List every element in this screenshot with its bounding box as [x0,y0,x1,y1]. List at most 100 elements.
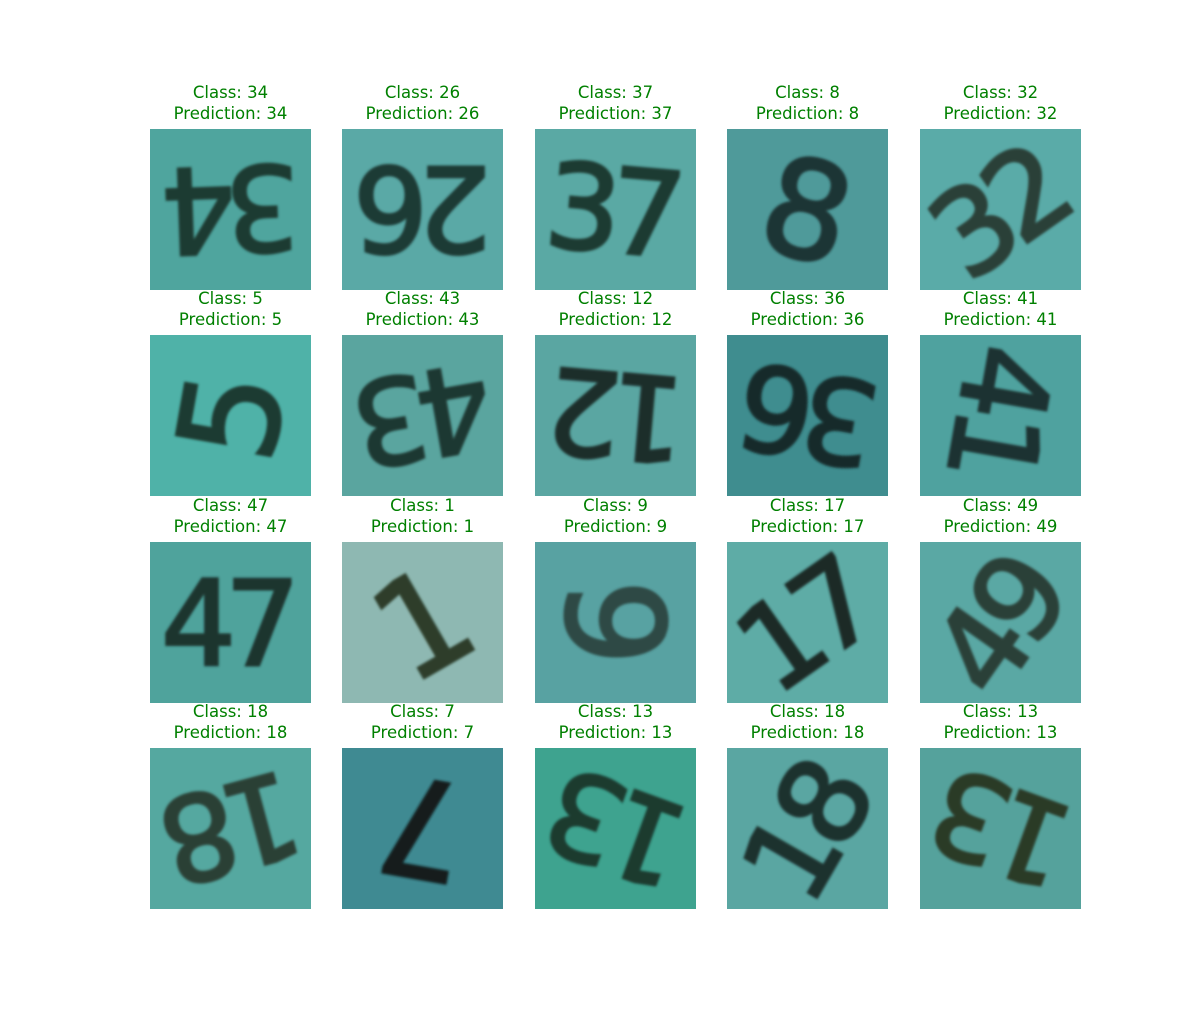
sample-cell: Class: 34 Prediction: 34 3 3 4 4 [150,82,311,290]
sample-title: Class: 36 Prediction: 36 [697,288,918,330]
prediction-label: Prediction: 5 [178,310,283,329]
sample-cell: Class: 18 Prediction: 18 1 1 8 8 [150,701,311,909]
sample-title: Class: 37 Prediction: 37 [505,82,726,124]
prediction-label: Prediction: 18 [173,723,288,742]
sample-title: Class: 34 Prediction: 34 [120,82,341,124]
class-label: Class: 37 [577,83,654,102]
class-label: Class: 49 [962,496,1039,515]
prediction-label: Prediction: 32 [943,104,1058,123]
sample-title: Class: 9 Prediction: 9 [505,495,726,537]
sample-title: Class: 41 Prediction: 41 [890,288,1111,330]
digit-glyph: 9 [535,580,692,666]
sample-cell: Class: 37 Prediction: 37 3 3 7 7 [535,82,696,290]
class-label: Class: 7 [390,702,455,721]
sample-title: Class: 18 Prediction: 18 [120,701,341,743]
sample-title: Class: 13 Prediction: 13 [505,701,726,743]
digit-glyph-fill: 4 [159,139,239,280]
sample-title: Class: 8 Prediction: 8 [697,82,918,124]
digit-glyph-fill: 1 [604,345,691,489]
sample-title: Class: 13 Prediction: 13 [890,701,1111,743]
sample-title: Class: 32 Prediction: 32 [890,82,1111,124]
sample-title: Class: 47 Prediction: 47 [120,495,341,537]
class-label: Class: 36 [769,289,846,308]
prediction-label: Prediction: 13 [558,723,673,742]
sample-title: Class: 5 Prediction: 5 [120,288,341,330]
prediction-label: Prediction: 37 [558,104,673,123]
prediction-label: Prediction: 9 [563,517,668,536]
sample-title: Class: 49 Prediction: 49 [890,495,1111,537]
digit-glyph: 2 [540,339,627,483]
class-label: Class: 47 [192,496,269,515]
prediction-label: Prediction: 26 [365,104,480,123]
digit-glyph-fill: 3 [223,137,303,278]
prediction-label: Prediction: 18 [750,723,865,742]
class-label: Class: 43 [384,289,461,308]
prediction-label: Prediction: 8 [755,104,860,123]
prediction-label: Prediction: 36 [750,310,865,329]
sample-cell: Class: 18 Prediction: 18 1 1 8 8 [727,701,888,909]
digit-glyph-fill: 7 [604,142,691,286]
class-label: Class: 18 [192,702,269,721]
sample-title: Class: 7 Prediction: 7 [312,701,533,743]
sample-title: Class: 17 Prediction: 17 [697,495,918,537]
digit-glyph: 4 [159,139,239,280]
digit-glyph-fill: 2 [540,339,627,483]
sample-cell: Class: 13 Prediction: 13 1 1 3 3 [920,701,1081,909]
digit-glyph-fill: 2 [417,139,492,277]
prediction-label: Prediction: 49 [943,517,1058,536]
prediction-label: Prediction: 43 [365,310,480,329]
prediction-label: Prediction: 12 [558,310,673,329]
digit-glyph: 1 [604,345,691,489]
class-label: Class: 18 [769,702,846,721]
class-label: Class: 5 [198,289,263,308]
sample-cell: Class: 36 Prediction: 36 3 3 6 6 [727,288,888,496]
sample-title: Class: 26 Prediction: 26 [312,82,533,124]
sample-cell: Class: 12 Prediction: 12 1 1 2 2 [535,288,696,496]
digit-glyph-fill: 4 [161,555,236,693]
digit-glyph: 6 [353,139,428,277]
prediction-label: Prediction: 1 [370,517,475,536]
prediction-label: Prediction: 13 [943,723,1058,742]
digit-glyph: 3 [223,137,303,278]
class-label: Class: 8 [775,83,840,102]
digit-glyph-fill: 9 [535,580,692,666]
digit-glyph: 7 [604,142,691,286]
digit-glyph: 4 [161,555,236,693]
sample-title: Class: 18 Prediction: 18 [697,701,918,743]
sample-cell: Class: 49 Prediction: 49 4 4 9 9 [920,495,1081,703]
sample-cell: Class: 17 Prediction: 17 1 1 7 7 [727,495,888,703]
sample-cell: Class: 26 Prediction: 26 2 2 6 6 [342,82,503,290]
class-label: Class: 26 [384,83,461,102]
prediction-label: Prediction: 34 [173,104,288,123]
digit-glyph-fill: 6 [353,139,428,277]
class-label: Class: 1 [390,496,455,515]
sample-title: Class: 12 Prediction: 12 [505,288,726,330]
digit-glyph: 3 [540,136,627,280]
sample-title: Class: 43 Prediction: 43 [312,288,533,330]
digit-glyph: 2 [417,139,492,277]
prediction-label: Prediction: 41 [943,310,1058,329]
sample-cell: Class: 13 Prediction: 13 1 1 3 3 [535,701,696,909]
